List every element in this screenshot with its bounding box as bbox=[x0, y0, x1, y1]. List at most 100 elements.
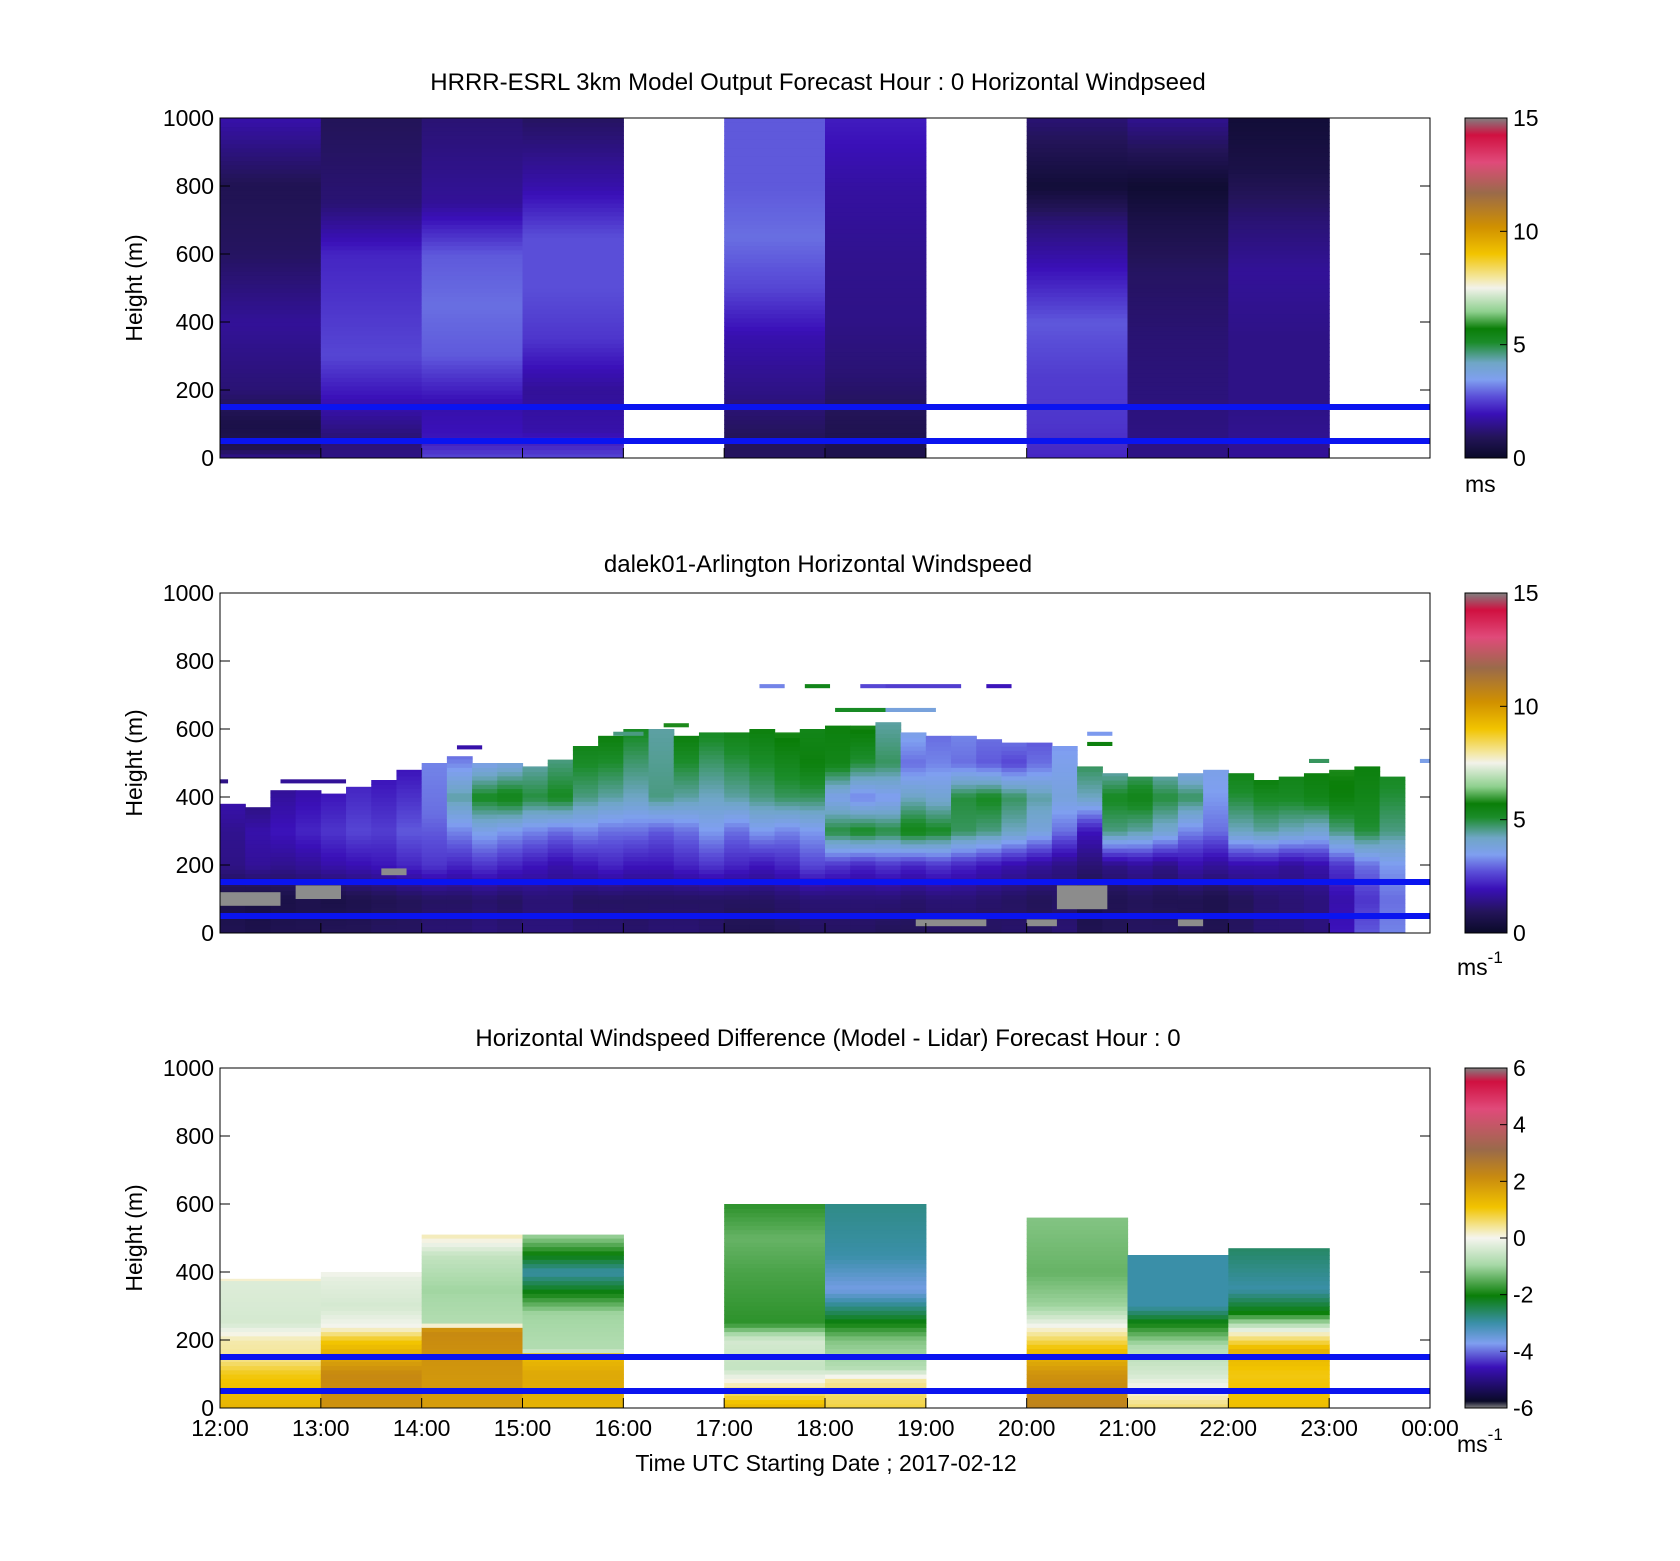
lidar-cell bbox=[245, 920, 272, 926]
lidar-cell bbox=[1152, 831, 1179, 836]
difference-cell bbox=[825, 1297, 927, 1303]
lidar-cell bbox=[1077, 865, 1103, 870]
lidar-cell bbox=[875, 758, 902, 764]
model-cell bbox=[320, 347, 423, 353]
model-cell bbox=[1228, 249, 1330, 255]
model-cell bbox=[421, 296, 524, 302]
model-cell bbox=[825, 181, 927, 187]
difference-cell bbox=[825, 1314, 927, 1320]
lidar-cell bbox=[1329, 801, 1355, 807]
model-cell bbox=[825, 300, 927, 306]
lidar-cell bbox=[547, 920, 574, 926]
lidar-cell bbox=[572, 763, 599, 768]
lidar-cell bbox=[245, 839, 272, 845]
lidar-cell bbox=[673, 826, 700, 832]
lidar-cell bbox=[825, 831, 851, 836]
lidar-cell bbox=[522, 886, 549, 892]
lidar-cell bbox=[598, 797, 624, 802]
lidar-cell bbox=[925, 741, 952, 747]
lidar-cell bbox=[371, 890, 398, 896]
lidar-cell bbox=[320, 814, 347, 819]
lidar-cell bbox=[875, 907, 902, 913]
difference-cell bbox=[1228, 1344, 1330, 1350]
lidar-cell bbox=[900, 788, 927, 794]
lidar-cell bbox=[1253, 784, 1280, 790]
model-cell bbox=[522, 419, 624, 425]
lidar-cell bbox=[1253, 818, 1280, 824]
lidar-cell bbox=[1177, 792, 1204, 798]
difference-cell bbox=[825, 1323, 927, 1328]
lidar-cell bbox=[1329, 788, 1355, 794]
lidar-cell bbox=[623, 903, 650, 909]
lidar-cell bbox=[1203, 873, 1229, 879]
lidar-cell bbox=[900, 890, 927, 896]
lidar-cell bbox=[1152, 928, 1179, 933]
lidar-cell bbox=[925, 928, 952, 933]
model-cell bbox=[1026, 288, 1129, 293]
difference-cell bbox=[220, 1365, 322, 1371]
lidar-cell bbox=[1026, 788, 1053, 794]
lidar-cell bbox=[1026, 746, 1053, 751]
lidar-cell bbox=[648, 886, 675, 892]
lidar-cell bbox=[396, 788, 423, 794]
lidar-cell bbox=[245, 886, 272, 892]
lidar-cell bbox=[1026, 890, 1053, 896]
lidar-cell bbox=[799, 758, 826, 764]
difference-cell bbox=[1127, 1399, 1229, 1405]
lidar-cell bbox=[951, 780, 977, 785]
lidar-cell bbox=[497, 894, 524, 900]
lidar-cell bbox=[1278, 776, 1305, 781]
lidar-cell bbox=[346, 786, 372, 790]
model-cell bbox=[1127, 309, 1229, 315]
lidar-cell bbox=[1354, 873, 1381, 879]
lidar-cell bbox=[572, 809, 599, 815]
lidar-cell bbox=[648, 826, 675, 832]
lidar-cell bbox=[698, 737, 725, 743]
model-cell bbox=[421, 258, 524, 264]
lidar-cell bbox=[547, 835, 574, 841]
lidar-cell bbox=[472, 775, 498, 781]
difference-cell bbox=[825, 1212, 927, 1218]
model-cell bbox=[825, 186, 927, 191]
difference-cell bbox=[724, 1403, 826, 1408]
lidar-cell bbox=[346, 801, 372, 807]
lidar-cell bbox=[724, 886, 750, 892]
lidar-cell bbox=[623, 839, 650, 845]
lidar-cell bbox=[1077, 775, 1103, 781]
model-cell bbox=[320, 139, 423, 145]
lidar-cell bbox=[951, 928, 977, 933]
lidar-cell bbox=[724, 848, 750, 853]
lidar-cell bbox=[1051, 865, 1078, 870]
difference-cell bbox=[320, 1284, 423, 1290]
lidar-cell bbox=[371, 894, 398, 900]
lidar-cell bbox=[497, 814, 524, 819]
model-cell bbox=[1026, 394, 1129, 400]
lidar-cell bbox=[825, 780, 851, 785]
lidar-cell bbox=[623, 924, 650, 930]
lidar-cell bbox=[900, 822, 927, 828]
lidar-isolated-cell bbox=[1087, 731, 1113, 736]
lidar-cell bbox=[1329, 924, 1355, 930]
model-cell bbox=[1228, 449, 1330, 455]
model-cell bbox=[220, 198, 322, 204]
model-cell bbox=[1026, 181, 1129, 187]
lidar-cell bbox=[850, 865, 877, 870]
lidar-cell bbox=[673, 835, 700, 841]
lidar-cell bbox=[623, 907, 650, 913]
lidar-cell bbox=[724, 805, 750, 811]
lidar-cell bbox=[673, 780, 700, 785]
lidar-cell bbox=[1051, 860, 1078, 866]
lidar-cell bbox=[698, 865, 725, 870]
lidar-cell bbox=[749, 792, 776, 798]
lidar-cell bbox=[774, 924, 801, 930]
model-cell bbox=[320, 432, 423, 438]
lidar-cell bbox=[799, 860, 826, 866]
model-cell bbox=[1026, 194, 1129, 200]
lidar-y-tick-label: 400 bbox=[176, 784, 214, 810]
model-cell bbox=[220, 262, 322, 268]
lidar-cell bbox=[724, 792, 750, 798]
lidar-cell bbox=[799, 754, 826, 760]
lidar-cell bbox=[598, 775, 624, 781]
lidar-cell bbox=[1001, 771, 1028, 777]
model-cell bbox=[1228, 173, 1330, 179]
